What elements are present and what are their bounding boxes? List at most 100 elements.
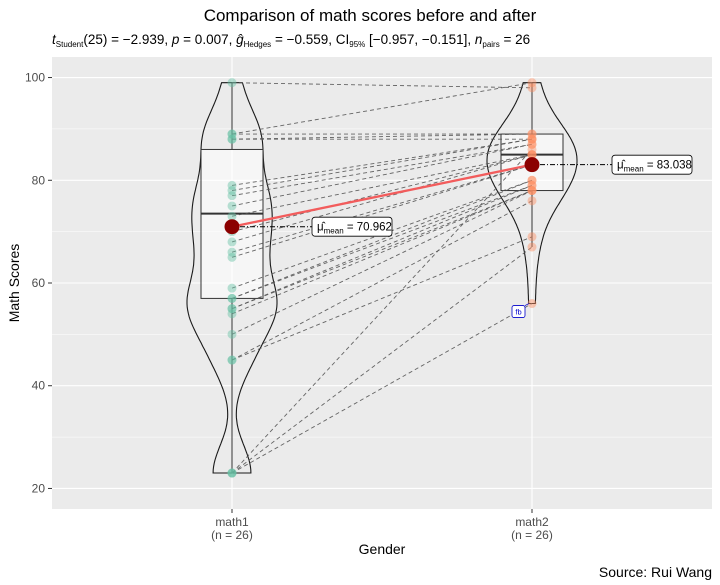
- pair-line: [231, 138, 533, 191]
- mean-label-text: μ̂mean = 83.038: [617, 160, 692, 174]
- chart-title: Comparison of math scores before and aft…: [204, 6, 537, 25]
- x-tick-label: math2: [515, 515, 549, 529]
- subtitle-p-symbol: p: [171, 32, 180, 47]
- data-point-math1: [227, 134, 237, 144]
- data-point-math1: [227, 468, 237, 478]
- pair-line: [231, 154, 533, 233]
- data-point-math2: [527, 180, 537, 190]
- data-point-math1: [227, 129, 237, 139]
- pair-line: [231, 143, 533, 197]
- data-point-math1: [227, 186, 237, 196]
- subtitle-t-symbol: t: [52, 32, 57, 47]
- data-point-math2: [527, 78, 537, 88]
- subtitle-g-sub: Hedges: [244, 40, 272, 49]
- data-point-math1: [227, 134, 237, 144]
- pair-line: [231, 200, 533, 361]
- mean-label-box: [311, 216, 393, 237]
- subtitle-t-rest: (25) = −2.939,: [83, 32, 172, 47]
- data-point-math1: [227, 355, 237, 365]
- y-axis-title: Math Scores: [6, 244, 22, 323]
- data-point-math2: [527, 139, 537, 149]
- subtitle-t-sub: Student: [56, 40, 84, 49]
- y-tick-label: 60: [32, 276, 46, 290]
- mean-line: [224, 157, 540, 235]
- data-point-math1: [227, 468, 237, 478]
- data-point-math2: [527, 186, 537, 196]
- pair-line: [231, 236, 533, 361]
- data-point-math1: [227, 191, 237, 201]
- data-point-math2: [527, 144, 537, 154]
- data-point-math1: [227, 180, 237, 190]
- mean-labels: μ̂mean = 70.962 μ̂mean = 83.038: [240, 154, 693, 237]
- data-points: fb: [227, 78, 537, 478]
- pair-line: [231, 184, 533, 310]
- x-tick-label: math1: [215, 515, 249, 529]
- pair-line: [231, 149, 533, 474]
- data-point-math1: [227, 201, 237, 211]
- data-point-math2: [527, 175, 537, 185]
- mean-point-math2: [524, 157, 540, 173]
- data-point-math1: [227, 283, 237, 293]
- outlier-label-box: [511, 305, 526, 318]
- data-point-math1: [227, 293, 237, 303]
- pair-line: [231, 184, 533, 299]
- subtitle-ci-rest: [−0.957, −0.151],: [365, 32, 475, 47]
- data-point-math1: [227, 252, 237, 262]
- subtitle-p-rest: = 0.007,: [179, 32, 236, 47]
- paired-lines: [231, 82, 533, 474]
- subtitle-n-symbol: n: [475, 32, 483, 47]
- pair-line: [231, 154, 533, 243]
- mean-label-box: [611, 154, 693, 175]
- data-point-math2: [527, 83, 537, 93]
- pair-line: [231, 179, 533, 299]
- data-point-math1: [227, 355, 237, 365]
- y-axis-ticks: 20 40 60 80 100: [25, 71, 52, 495]
- y-tick-label: 100: [25, 71, 45, 85]
- data-point-math1: [227, 247, 237, 257]
- mean-label-sub: mean: [624, 165, 644, 174]
- pair-line: [231, 303, 533, 474]
- data-point-math1: [227, 78, 237, 88]
- data-point-math2: [527, 186, 537, 196]
- violins: [186, 82, 578, 474]
- data-point-math1: [227, 468, 237, 478]
- pair-line: [231, 143, 533, 207]
- data-point-math2: [527, 139, 537, 149]
- mean-label-value: = 70.962: [344, 222, 392, 234]
- data-point-math2: [527, 134, 537, 144]
- data-point-math2: [527, 150, 537, 160]
- subtitle-ci-sub: 95%: [349, 40, 365, 49]
- data-point-math2: [527, 150, 537, 160]
- data-point-math2: [527, 242, 537, 252]
- y-tick-label: 40: [32, 379, 46, 393]
- pair-line: [231, 133, 533, 140]
- outlier-label-pointer: [524, 303, 530, 306]
- data-point-math2: [527, 134, 537, 144]
- data-point-math2: [527, 129, 537, 139]
- subtitle-n-rest: = 26: [500, 32, 530, 47]
- data-point-math1: [227, 211, 237, 221]
- mean-label-symbol: μ̂: [617, 160, 626, 172]
- data-point-math2: [527, 175, 537, 185]
- data-point-math2: [527, 196, 537, 206]
- pair-line: [231, 164, 533, 258]
- data-point-math2: [527, 150, 537, 160]
- pair-line: [231, 190, 533, 310]
- mean-label-value: = 83.038: [644, 160, 692, 172]
- pair-line: [231, 82, 533, 89]
- subtitle-n-sub: pairs: [482, 40, 499, 49]
- data-point-math2: [527, 134, 537, 144]
- chart-subtitle: tStudent(25) = −2.939, p = 0.007, ĝHedg…: [52, 32, 530, 49]
- data-point-math1: [227, 329, 237, 339]
- chart-caption: Source: Rui Wang: [599, 564, 712, 580]
- x-tick-count: (n = 26): [511, 528, 553, 542]
- data-point-math2: [527, 232, 537, 242]
- y-tick-label: 20: [32, 481, 46, 495]
- data-point-math2: [527, 180, 537, 190]
- data-point-math2: [527, 186, 537, 196]
- data-point-math1: [227, 309, 237, 319]
- subtitle-g-symbol: ĝ: [236, 32, 244, 47]
- pair-line: [231, 138, 533, 186]
- data-point-math1: [227, 293, 237, 303]
- x-axis-title: Gender: [359, 541, 406, 557]
